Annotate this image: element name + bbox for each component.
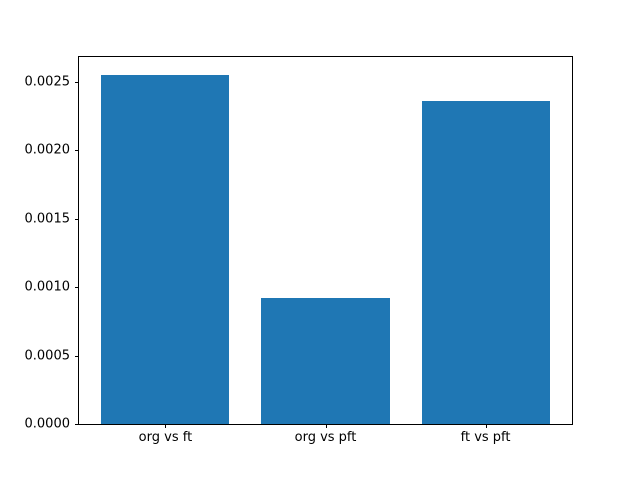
x-tick-mark-org-vs-pft <box>325 424 327 428</box>
plot-area: org vs ft org vs pft ft vs pft 0.0000 0.0005… <box>25 56 573 444</box>
x-tick-mark-ft-vs-pft <box>485 424 487 428</box>
y-tick-mark-0.0000 <box>75 424 79 425</box>
y-tick-label-0.0010: 0.0010 <box>24 279 71 295</box>
bar-ft-vs-pft <box>421 100 550 424</box>
y-tick-label-0.0000: 0.0000 <box>24 416 71 432</box>
y-tick-label-0.0005: 0.0005 <box>24 348 71 364</box>
y-tick-mark-0.0010 <box>75 287 79 289</box>
y-tick-mark-0.0005 <box>75 355 79 357</box>
bar-org-vs-pft <box>261 298 390 424</box>
x-tick-label-org-vs-pft: org vs pft <box>294 430 357 445</box>
y-tick-mark-0.0015 <box>75 218 79 220</box>
y-tick-label-0.0020: 0.0020 <box>24 142 71 158</box>
y-tick-label-0.0015: 0.0015 <box>24 211 71 227</box>
bar-org-vs-ft <box>101 74 230 424</box>
y-tick-mark-0.0020 <box>75 150 79 152</box>
y-tick-label-0.0025: 0.0025 <box>24 74 71 90</box>
x-tick-label-org-vs-ft: org vs ft <box>138 430 193 445</box>
y-tick-mark-0.0025 <box>75 81 79 83</box>
x-tick-label-ft-vs-pft: ft vs pft <box>460 430 511 445</box>
x-tick-mark-org-vs-ft <box>165 424 167 428</box>
